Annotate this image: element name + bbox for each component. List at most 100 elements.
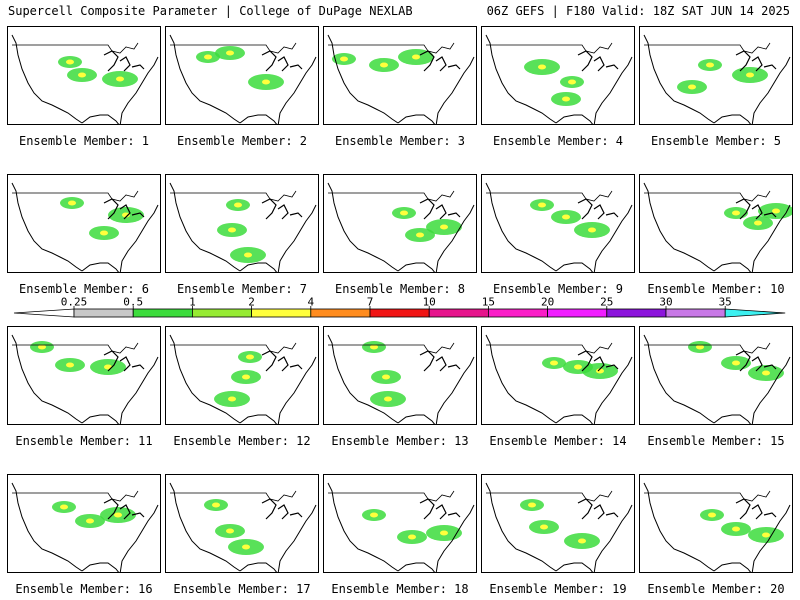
member-label: Ensemble Member: 7 xyxy=(176,282,308,296)
scp-field-core xyxy=(562,214,570,220)
scp-field-core xyxy=(244,252,252,258)
canada-border xyxy=(644,342,771,354)
scp-field-core xyxy=(122,212,130,218)
legend-tick-label: 35 xyxy=(719,297,732,309)
canada-border xyxy=(486,342,613,354)
color-legend: 0.25 0.5 1 2 4 7 10 15 20 25 30 35 xyxy=(13,297,786,318)
canada-border xyxy=(644,42,771,54)
member-map-panel xyxy=(481,174,635,273)
map-title: Supercell Composite Parameter | College … xyxy=(8,4,413,18)
coastline xyxy=(435,204,475,272)
coastline xyxy=(327,34,399,124)
great-lakes xyxy=(103,498,145,520)
coastline xyxy=(327,182,399,272)
coastline xyxy=(397,114,436,124)
scp-field-core xyxy=(412,54,420,60)
scp-field-core xyxy=(696,344,704,350)
legend-color-box xyxy=(191,308,252,318)
canada-border xyxy=(486,42,613,54)
member-map-panel xyxy=(7,174,161,273)
member-map-panel xyxy=(639,326,793,425)
scp-field-core xyxy=(228,396,236,402)
coastline xyxy=(485,334,557,424)
scp-field-core xyxy=(772,208,780,214)
us-outline-map xyxy=(643,182,792,272)
coastline xyxy=(169,182,241,272)
coastline xyxy=(593,504,633,572)
us-outline-map xyxy=(485,482,633,572)
coastline xyxy=(485,482,557,572)
canada-border xyxy=(328,490,455,502)
coastline xyxy=(81,114,120,124)
coastline xyxy=(11,182,83,272)
great-lakes xyxy=(419,50,461,72)
great-lakes xyxy=(103,350,145,372)
great-lakes xyxy=(577,350,619,372)
us-outline-map xyxy=(169,334,317,424)
scp-field-core xyxy=(226,50,234,56)
scp-field-core xyxy=(596,368,604,374)
legend-color-box xyxy=(369,308,430,318)
coastline xyxy=(397,262,436,272)
coastline xyxy=(11,34,83,124)
scp-field-core xyxy=(762,532,770,538)
scp-field-core xyxy=(706,62,714,68)
legend-color-box xyxy=(547,308,608,318)
member-label: Ensemble Member: 10 xyxy=(647,282,785,296)
coastline xyxy=(555,414,594,424)
scp-field-core xyxy=(578,538,586,544)
member-map-panel xyxy=(165,174,319,273)
scp-field-core xyxy=(746,72,754,78)
scp-field-core xyxy=(528,502,536,508)
member-map-panel xyxy=(323,174,477,273)
member-map-panel xyxy=(481,474,635,573)
great-lakes xyxy=(735,350,777,372)
scp-field-core xyxy=(408,534,416,540)
coastline xyxy=(277,204,317,272)
great-lakes xyxy=(103,198,145,220)
coastline xyxy=(593,356,633,424)
member-label: Ensemble Member: 15 xyxy=(647,434,785,448)
scp-field-core xyxy=(116,76,124,82)
great-lakes xyxy=(577,50,619,72)
coastline xyxy=(119,356,159,424)
member-label: Ensemble Member: 13 xyxy=(331,434,469,448)
legend-tick-label: 20 xyxy=(541,297,554,309)
canada-border xyxy=(170,490,297,502)
canada-border xyxy=(328,42,455,54)
us-outline-map xyxy=(643,334,791,424)
legend-tick-label: 2 xyxy=(248,297,255,309)
us-outline-map xyxy=(11,482,159,572)
scp-field-core xyxy=(416,232,424,238)
member-map-panel xyxy=(7,26,161,125)
scp-field-core xyxy=(732,210,740,216)
scp-field-core xyxy=(114,512,122,518)
scp-field-core xyxy=(380,62,388,68)
canada-border xyxy=(486,490,613,502)
member-label: Ensemble Member: 16 xyxy=(15,582,153,596)
coastline xyxy=(239,114,278,124)
coastline xyxy=(239,414,278,424)
coastline xyxy=(169,334,241,424)
legend-color-box xyxy=(724,308,786,318)
great-lakes xyxy=(735,198,777,220)
coastline xyxy=(81,562,120,572)
legend-tick-label: 4 xyxy=(307,297,314,309)
coastline xyxy=(555,562,594,572)
coastline xyxy=(713,562,752,572)
scp-field-core xyxy=(400,210,408,216)
legend-tick-label: 10 xyxy=(423,297,436,309)
legend-tick-label: 25 xyxy=(600,297,613,309)
coastline xyxy=(593,56,633,124)
coastline xyxy=(11,334,83,424)
coastline xyxy=(643,34,715,124)
us-outline-map xyxy=(643,34,791,124)
us-outline-map xyxy=(485,34,633,124)
member-map-panel xyxy=(165,26,319,125)
canada-border xyxy=(12,342,139,354)
scp-field-core xyxy=(370,344,378,350)
scp-field-core xyxy=(440,224,448,230)
great-lakes xyxy=(261,50,303,72)
coastline xyxy=(593,204,633,272)
scp-field-core xyxy=(234,202,242,208)
